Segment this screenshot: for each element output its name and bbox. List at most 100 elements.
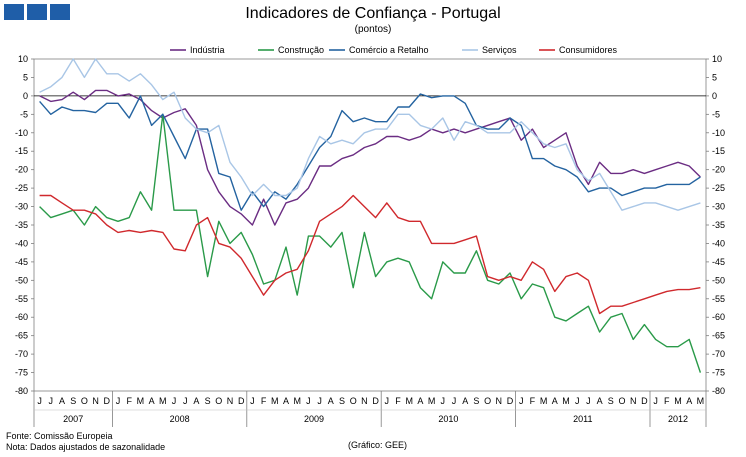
x-month-label: M — [674, 396, 682, 406]
x-month-label: S — [608, 396, 614, 406]
y-tick-label-right: 5 — [712, 72, 717, 82]
x-month-label: J — [653, 396, 658, 406]
y-tick-label-right: -60 — [712, 312, 725, 322]
y-tick-label-left: -25 — [15, 183, 28, 193]
y-tick-label-left: -50 — [15, 275, 28, 285]
x-month-label: M — [271, 396, 279, 406]
x-month-label: A — [686, 396, 692, 406]
x-month-label: M — [428, 396, 436, 406]
x-month-label: S — [205, 396, 211, 406]
x-month-label: O — [618, 396, 625, 406]
y-tick-label-right: -25 — [712, 183, 725, 193]
x-month-label: J — [317, 396, 322, 406]
footer-note: Nota: Dados ajustados de sazonalidade — [6, 442, 166, 452]
x-month-label: O — [215, 396, 222, 406]
x-month-label: J — [452, 396, 457, 406]
legend-label: Serviços — [482, 45, 517, 55]
x-month-label: F — [261, 396, 267, 406]
series-line — [39, 194, 701, 315]
y-tick-label-right: -30 — [712, 202, 725, 212]
y-tick-label-left: -10 — [15, 128, 28, 138]
x-month-label: D — [641, 396, 648, 406]
y-tick-label-right: -35 — [712, 220, 725, 230]
x-month-label: A — [597, 396, 603, 406]
x-month-label: S — [70, 396, 76, 406]
x-month-label: A — [283, 396, 289, 406]
y-tick-label-left: -55 — [15, 294, 28, 304]
x-month-label: F — [126, 396, 132, 406]
legend-label: Comércio a Retalho — [349, 45, 429, 55]
y-tick-label-left: -45 — [15, 257, 28, 267]
x-month-label: S — [473, 396, 479, 406]
y-tick-label-left: -75 — [15, 368, 28, 378]
x-year-label: 2011 — [573, 414, 592, 424]
x-month-label: M — [159, 396, 167, 406]
x-month-label: J — [116, 396, 121, 406]
x-month-label: J — [172, 396, 177, 406]
series-line — [39, 58, 701, 211]
x-month-label: O — [350, 396, 357, 406]
y-tick-label-left: -30 — [15, 202, 28, 212]
y-tick-label-right: -55 — [712, 294, 725, 304]
y-tick-label-right: -80 — [712, 386, 725, 396]
y-tick-label-right: -10 — [712, 128, 725, 138]
x-month-label: M — [405, 396, 413, 406]
x-month-label: A — [552, 396, 558, 406]
footer-source: Fonte: Comissão Europeia — [6, 431, 113, 441]
x-year-label: 2009 — [304, 414, 324, 424]
y-tick-label-right: -75 — [712, 368, 725, 378]
legend-label: Construção — [278, 45, 324, 55]
y-tick-label-left: -40 — [15, 238, 28, 248]
y-tick-label-left: 0 — [23, 91, 28, 101]
x-year-label: 2012 — [668, 414, 688, 424]
x-year-label: 2008 — [170, 414, 190, 424]
y-tick-label-right: -15 — [712, 146, 725, 156]
x-month-label: J — [183, 396, 188, 406]
series-line — [39, 113, 702, 373]
x-month-label: N — [496, 396, 503, 406]
y-tick-label-right: -65 — [712, 331, 725, 341]
x-month-label: J — [441, 396, 446, 406]
x-month-label: M — [562, 396, 570, 406]
x-month-label: D — [507, 396, 514, 406]
chart-title: Indicadores de Confiança - Portugal — [245, 5, 501, 22]
y-tick-label-right: 0 — [712, 91, 717, 101]
x-month-label: O — [484, 396, 491, 406]
x-month-label: A — [462, 396, 468, 406]
y-tick-label-right: -70 — [712, 349, 725, 359]
x-month-label: N — [92, 396, 99, 406]
y-tick-label-left: -65 — [15, 331, 28, 341]
x-month-label: J — [519, 396, 524, 406]
x-year-label: 2010 — [438, 414, 458, 424]
x-year-label: 2007 — [63, 414, 83, 424]
plot-area — [33, 58, 707, 392]
series-line — [39, 93, 701, 211]
x-month-label: O — [81, 396, 88, 406]
x-month-label: J — [385, 396, 390, 406]
y-tick-label-right: -5 — [712, 109, 720, 119]
chart-subtitle: (pontos) — [354, 24, 392, 35]
footer-credit: (Gráfico: GEE) — [348, 440, 408, 450]
x-month-label: M — [137, 396, 145, 406]
x-month-label: D — [372, 396, 379, 406]
y-tick-label-left: -35 — [15, 220, 28, 230]
y-tick-label-right: 10 — [712, 54, 722, 64]
y-tick-label-left: -60 — [15, 312, 28, 322]
x-month-label: J — [575, 396, 580, 406]
x-month-label: A — [149, 396, 155, 406]
logo-block — [27, 4, 47, 20]
y-tick-label-right: -40 — [712, 238, 725, 248]
logo — [4, 4, 70, 20]
x-month-label: D — [104, 396, 111, 406]
x-month-label: M — [540, 396, 548, 406]
y-tick-label-right: -45 — [712, 257, 725, 267]
logo-block — [4, 4, 24, 20]
y-tick-label-left: -15 — [15, 146, 28, 156]
series-line — [39, 89, 701, 226]
y-tick-label-left: 10 — [18, 54, 28, 64]
x-month-label: J — [586, 396, 591, 406]
x-month-label: J — [306, 396, 311, 406]
x-month-label: A — [417, 396, 423, 406]
x-month-label: M — [697, 396, 705, 406]
